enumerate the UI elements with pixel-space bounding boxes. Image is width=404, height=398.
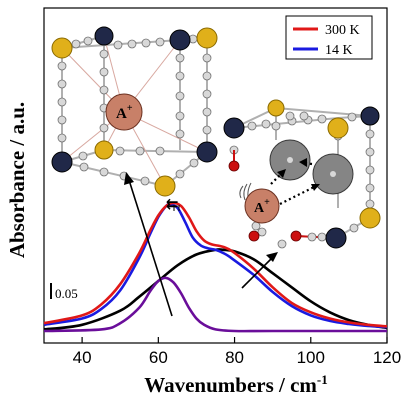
pointer-arrow-left: [128, 179, 173, 317]
curve-layer: [43, 201, 388, 333]
scale-bar-label: 0.05: [55, 286, 78, 301]
navy-atom: [51, 151, 73, 173]
cation-charge: +: [127, 103, 133, 114]
x-axis-label-superscript: -1: [317, 372, 328, 387]
halide-center-dot: [287, 157, 293, 163]
y-axis-label: Absorbance / a.u.: [5, 102, 29, 258]
gold-atom: [359, 207, 381, 229]
series-line-2: [43, 248, 388, 331]
navy-atom: [169, 29, 191, 51]
navy-atom: [196, 141, 218, 163]
navy-atom: [360, 106, 380, 126]
navy-atom: [94, 26, 114, 46]
dotted-arrows: [270, 161, 317, 205]
navy-atom: [325, 227, 347, 249]
plot-frame: [43, 7, 388, 344]
cation-symbol-right: A: [254, 201, 265, 216]
x-tick-label: 120: [373, 348, 401, 367]
legend-label-300k: 300 K: [325, 23, 360, 38]
x-axis-label: Wavenumbers / cm-1: [144, 372, 328, 397]
pointer-arrow-right-head: [266, 252, 278, 262]
dotted-arrow-heads: [277, 158, 320, 191]
series-line-300k: [43, 201, 388, 328]
legend: 300 K 14 K: [285, 15, 373, 60]
cation-sphere: [105, 93, 143, 131]
gold-atom: [267, 99, 285, 117]
gold-atom: [94, 140, 114, 160]
navy-atom: [223, 117, 245, 139]
pointer-arrow-right: [241, 257, 273, 289]
oxygen-atom: [228, 160, 240, 172]
left-cage-inset: A+: [51, 26, 218, 197]
cation-charge-right: +: [264, 197, 270, 208]
halide-center-dot: [330, 171, 336, 177]
x-tick-label: 40: [73, 348, 92, 367]
gold-atom: [327, 117, 349, 139]
oxygen-atom: [290, 230, 302, 242]
cage-linker-atoms: [57, 34, 212, 186]
x-tick-layer: 40 60 80 100 120: [73, 337, 401, 367]
legend-label-14k: 14 K: [325, 43, 353, 58]
gold-atom: [51, 37, 73, 59]
x-tick-label: 80: [225, 348, 244, 367]
series-line-3: [43, 276, 387, 333]
pointer-arrow-left-head: [124, 172, 134, 185]
oxygen-atom: [248, 230, 260, 242]
cation-label-right: A+: [254, 197, 270, 216]
x-tick-label: 60: [149, 348, 168, 367]
cation-sphere-right: [244, 188, 280, 224]
right-cage-inset: A+: [223, 99, 381, 249]
gold-atom: [154, 175, 176, 197]
x-axis-label-text: Wavenumbers / cm: [144, 373, 317, 397]
x-tick-label: 100: [297, 348, 325, 367]
shift-arrow-icon: ⇇: [166, 196, 179, 213]
cation-label: A+: [116, 103, 133, 122]
gold-atom: [196, 27, 218, 49]
cation-symbol: A: [116, 106, 127, 122]
series-line-14k: [43, 203, 388, 329]
legend-box: [285, 15, 373, 60]
